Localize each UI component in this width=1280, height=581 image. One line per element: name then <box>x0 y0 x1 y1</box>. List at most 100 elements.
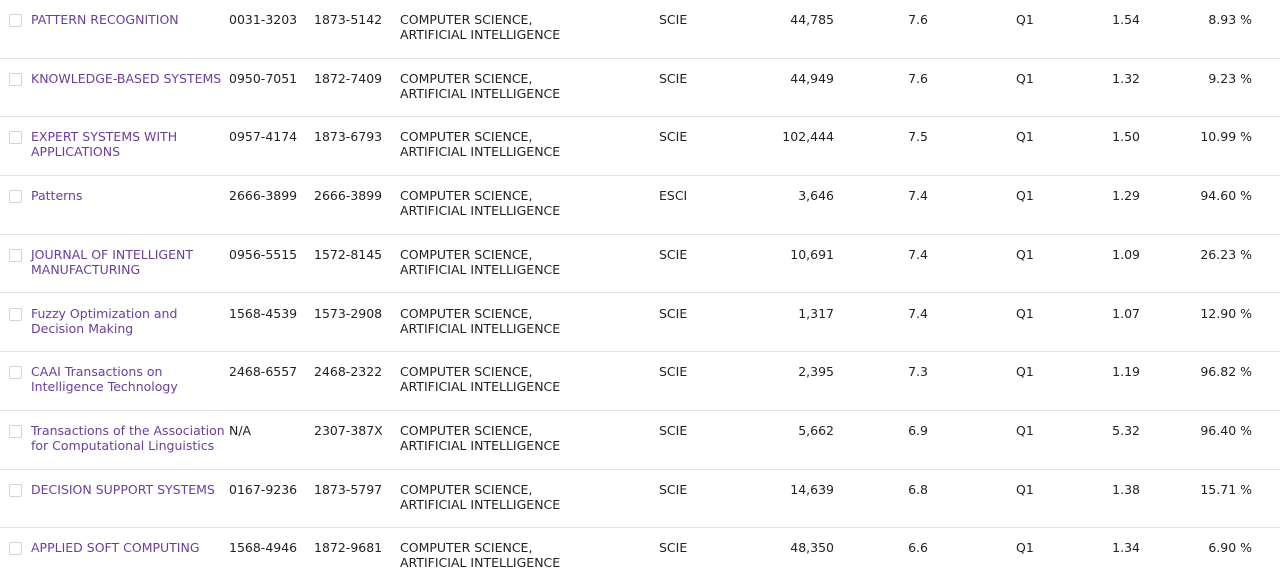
edition-cell: SCIE <box>659 481 688 497</box>
category-line-2: ARTIFICIAL INTELLIGENCE <box>400 85 561 101</box>
quartile-cell: Q1 <box>1016 188 1034 204</box>
journal-title-link[interactable]: KNOWLEDGE-BASED SYSTEMS <box>31 70 222 86</box>
journal-title-link[interactable]: Fuzzy Optimization and Decision Making <box>31 305 178 336</box>
table-row: EXPERT SYSTEMS WITH APPLICATIONS 0957-417… <box>0 117 1280 177</box>
category-cell: COMPUTER SCIENCE, ARTIFICIAL INTELLIGENCE <box>400 71 640 101</box>
journal-title-link[interactable]: PATTERN RECOGNITION <box>31 12 179 27</box>
journal-title-link[interactable]: DECISION SUPPORT SYSTEMS <box>31 481 215 497</box>
impact-factor-cell: 7.3 <box>908 364 928 380</box>
edition-cell: SCIE <box>659 364 688 380</box>
eissn-cell: 1872-7409 <box>314 70 383 86</box>
journal-title-link[interactable]: CAAI Transactions on Intelligence Techno… <box>31 364 178 395</box>
edition-cell: SCIE <box>659 70 688 86</box>
impact-factor-cell: 7.6 <box>908 70 928 86</box>
category-line-1: COMPUTER SCIENCE, <box>400 129 533 145</box>
total-citations-cell: 14,639 <box>790 481 834 497</box>
total-citations-cell: 48,350 <box>790 540 834 556</box>
category-cell: COMPUTER SCIENCE, ARTIFICIAL INTELLIGENCE <box>400 247 640 277</box>
category-line-2: ARTIFICIAL INTELLIGENCE <box>400 379 561 395</box>
total-citations-cell: 5,662 <box>798 422 834 438</box>
row-select-checkbox[interactable] <box>9 248 22 262</box>
row-select-checkbox[interactable] <box>9 366 22 380</box>
row-select-checkbox[interactable] <box>9 72 22 86</box>
category-line-2: ARTIFICIAL INTELLIGENCE <box>400 27 561 42</box>
row-select-checkbox[interactable] <box>9 424 22 438</box>
quartile-cell: Q1 <box>1016 481 1034 497</box>
issn-cell: N/A <box>229 422 252 438</box>
table-row: Fuzzy Optimization and Decision Making 15… <box>0 294 1280 353</box>
table-row: PATTERN RECOGNITION 0031-3203 1873-5142 COM… <box>0 0 1280 59</box>
open-access-percent-cell: 8.93 % <box>1208 12 1252 27</box>
total-citations-cell: 2,395 <box>798 364 834 380</box>
table-row: JOURNAL OF INTELLIGENT MANUFACTURING 0956… <box>0 235 1280 294</box>
row-select-checkbox[interactable] <box>9 307 22 321</box>
journal-title-link[interactable]: EXPERT SYSTEMS WITH APPLICATIONS <box>31 129 178 160</box>
open-access-percent-cell: 9.23 % <box>1208 70 1252 86</box>
impact-factor-cell: 7.4 <box>908 305 928 321</box>
category-cell: COMPUTER SCIENCE, ARTIFICIAL INTELLIGENCE <box>400 482 640 512</box>
edition-cell: ESCI <box>659 188 688 204</box>
edition-cell: SCIE <box>659 305 688 321</box>
table-row: KNOWLEDGE-BASED SYSTEMS 0950-7051 1872-740… <box>0 59 1280 118</box>
total-citations-cell: 3,646 <box>798 188 834 204</box>
edition-cell: SCIE <box>659 422 688 438</box>
impact-factor-cell: 6.6 <box>908 540 928 556</box>
jci-cell: 1.19 <box>1112 364 1140 380</box>
eissn-cell: 1573-2908 <box>314 305 383 321</box>
category-cell: COMPUTER SCIENCE, ARTIFICIAL INTELLIGENCE <box>400 423 640 453</box>
eissn-cell: 2666-3899 <box>314 188 383 204</box>
jci-cell: 1.38 <box>1112 481 1140 497</box>
total-citations-cell: 44,949 <box>790 70 834 86</box>
eissn-cell: 2307-387X <box>314 422 383 438</box>
category-cell: COMPUTER SCIENCE, ARTIFICIAL INTELLIGENCE <box>400 188 640 218</box>
category-line-1: COMPUTER SCIENCE, <box>400 364 533 380</box>
journal-title-link[interactable]: Patterns <box>31 188 83 204</box>
eissn-cell: 1872-9681 <box>314 540 383 556</box>
row-select-checkbox[interactable] <box>9 190 22 204</box>
row-select-checkbox[interactable] <box>9 14 22 27</box>
row-select-checkbox[interactable] <box>9 542 22 556</box>
quartile-cell: Q1 <box>1016 422 1034 438</box>
journal-title-link[interactable]: APPLIED SOFT COMPUTING <box>31 540 200 556</box>
category-cell: COMPUTER SCIENCE, ARTIFICIAL INTELLIGENCE <box>400 540 640 570</box>
issn-cell: 0957-4174 <box>229 129 298 145</box>
impact-factor-cell: 6.8 <box>908 481 928 497</box>
row-select-checkbox[interactable] <box>9 483 22 497</box>
eissn-cell: 1572-8145 <box>314 246 383 262</box>
table-row: CAAI Transactions on Intelligence Techno… <box>0 352 1280 411</box>
eissn-cell: 2468-2322 <box>314 364 383 380</box>
category-cell: COMPUTER SCIENCE, ARTIFICIAL INTELLIGENCE <box>400 12 640 42</box>
category-line-1: COMPUTER SCIENCE, <box>400 246 533 262</box>
open-access-percent-cell: 96.40 % <box>1200 422 1252 438</box>
open-access-percent-cell: 96.82 % <box>1200 364 1252 380</box>
issn-cell: 0956-5515 <box>229 246 298 262</box>
table-row: DECISION SUPPORT SYSTEMS 0167-9236 1873-57… <box>0 470 1280 529</box>
jci-cell: 1.50 <box>1112 129 1140 145</box>
category-line-2: ARTIFICIAL INTELLIGENCE <box>400 437 561 453</box>
issn-cell: 1568-4946 <box>229 540 298 556</box>
issn-cell: 1568-4539 <box>229 305 298 321</box>
open-access-percent-cell: 6.90 % <box>1208 540 1252 556</box>
row-select-checkbox[interactable] <box>9 131 22 145</box>
journal-title-link[interactable]: Transactions of the Association for Comp… <box>31 422 225 453</box>
category-line-2: ARTIFICIAL INTELLIGENCE <box>400 555 561 571</box>
issn-cell: 0031-3203 <box>229 12 298 27</box>
jci-cell: 1.09 <box>1112 246 1140 262</box>
issn-cell: 2468-6557 <box>229 364 298 380</box>
issn-cell: 2666-3899 <box>229 188 298 204</box>
open-access-percent-cell: 94.60 % <box>1200 188 1252 204</box>
edition-cell: SCIE <box>659 540 688 556</box>
quartile-cell: Q1 <box>1016 246 1034 262</box>
jci-cell: 1.07 <box>1112 305 1140 321</box>
category-line-2: ARTIFICIAL INTELLIGENCE <box>400 144 561 160</box>
eissn-cell: 1873-6793 <box>314 129 383 145</box>
quartile-cell: Q1 <box>1016 129 1034 145</box>
category-line-1: COMPUTER SCIENCE, <box>400 188 533 204</box>
journal-title-link[interactable]: JOURNAL OF INTELLIGENT MANUFACTURING <box>31 246 193 277</box>
open-access-percent-cell: 10.99 % <box>1200 129 1252 145</box>
category-cell: COMPUTER SCIENCE, ARTIFICIAL INTELLIGENCE <box>400 364 640 394</box>
quartile-cell: Q1 <box>1016 12 1034 27</box>
table-row: Transactions of the Association for Comp… <box>0 411 1280 470</box>
edition-cell: SCIE <box>659 129 688 145</box>
